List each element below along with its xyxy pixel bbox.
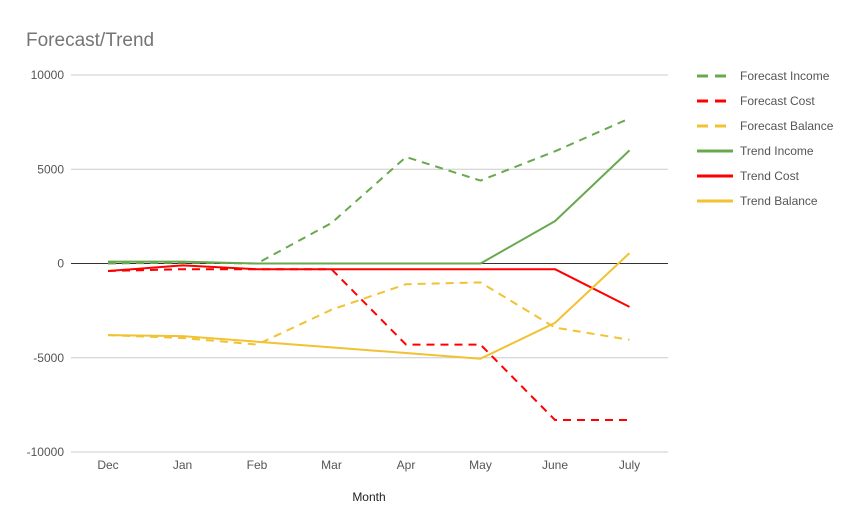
x-axis-ticks: Dec Jan Feb Mar Apr May June July [97,458,640,472]
y-tick-label: -10000 [27,445,65,459]
y-tick-label: 10000 [31,68,65,82]
x-tick-label: June [542,458,568,472]
legend-label: Forecast Balance [740,119,834,133]
x-tick-label: Jan [173,458,192,472]
y-axis-ticks: 10000 5000 0 -5000 -10000 [27,68,65,459]
legend: Forecast Income Forecast Cost Forecast Bal… [697,69,834,208]
y-tick-label: 5000 [37,162,64,176]
series-line-trend-cost [107,264,630,308]
x-tick-label: May [469,458,492,472]
series-line-forecast-income [107,117,630,265]
series-line-forecast-balance [107,281,630,346]
x-tick-label: July [619,458,640,472]
y-tick-label: -5000 [33,351,64,365]
series-line-forecast-cost [107,268,630,421]
legend-label: Trend Income [740,144,814,158]
series-lines [107,117,631,421]
legend-label: Forecast Income [740,69,830,83]
x-axis-title: Month [352,490,385,504]
x-tick-label: Dec [97,458,118,472]
chart-title: Forecast/Trend [26,30,154,51]
x-tick-label: Mar [321,458,342,472]
y-tick-label: 0 [57,257,64,271]
series-line-trend-balance [107,252,631,360]
legend-label: Trend Balance [740,194,818,208]
legend-label: Trend Cost [740,169,800,183]
legend-label: Forecast Cost [740,94,815,108]
x-tick-label: Apr [397,458,416,472]
x-tick-label: Feb [247,458,268,472]
series-line-trend-income [108,149,631,265]
